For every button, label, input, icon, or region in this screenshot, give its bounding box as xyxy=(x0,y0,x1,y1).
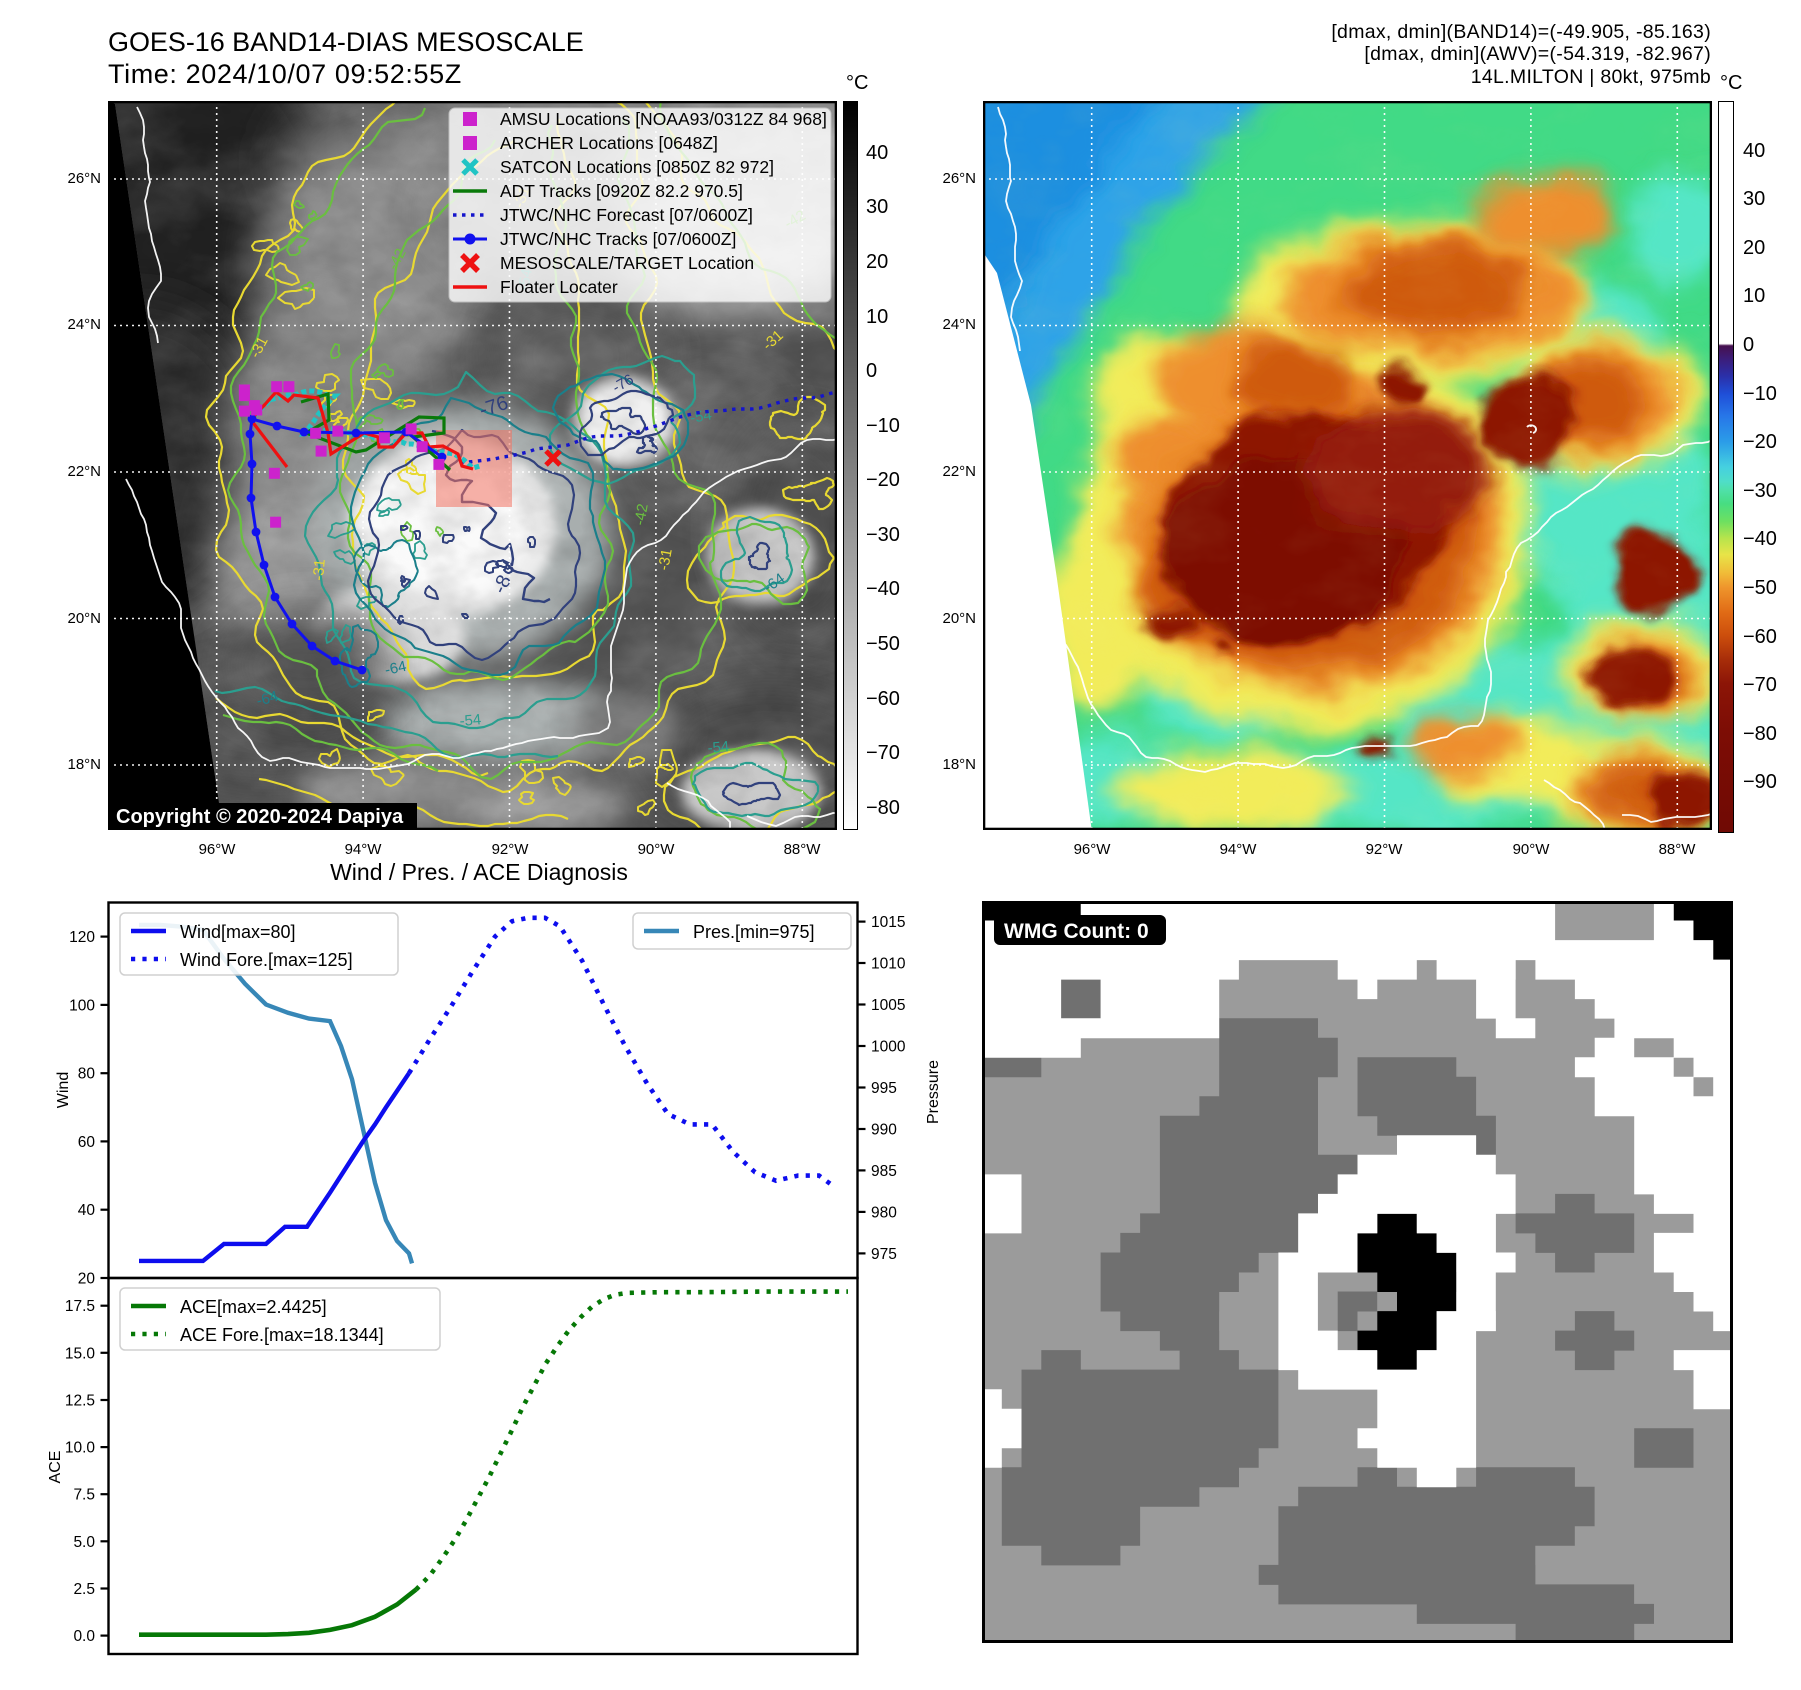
svg-text:ARCHER Locations [0648Z]: ARCHER Locations [0648Z] xyxy=(500,133,718,153)
svg-text:ADT Tracks [0920Z 82.2 970.5]: ADT Tracks [0920Z 82.2 970.5] xyxy=(500,181,743,201)
svg-text:AMSU Locations [NOAA93/0312Z 8: AMSU Locations [NOAA93/0312Z 84 968] xyxy=(500,109,827,129)
svg-text:20: 20 xyxy=(78,1271,96,1288)
svg-text:60: 60 xyxy=(78,1134,96,1151)
svg-text:-64: -64 xyxy=(383,658,408,679)
svg-text:JTWC/NHC Forecast [07/0600Z]: JTWC/NHC Forecast [07/0600Z] xyxy=(500,205,753,225)
svg-text:Pres.[min=975]: Pres.[min=975] xyxy=(693,922,815,942)
svg-text:-54: -54 xyxy=(707,738,730,757)
svg-text:Wind Fore.[max=125]: Wind Fore.[max=125] xyxy=(180,950,353,970)
svg-text:-42: -42 xyxy=(631,502,652,526)
svg-text:Copyright © 2020-2024 Dapiya: Copyright © 2020-2024 Dapiya xyxy=(116,806,404,828)
svg-text:7.5: 7.5 xyxy=(73,1487,95,1504)
svg-text:Wind[max=80]: Wind[max=80] xyxy=(180,922,296,942)
svg-text:1015: 1015 xyxy=(871,914,905,931)
svg-text:MESOSCALE/TARGET Location: MESOSCALE/TARGET Location xyxy=(500,253,754,273)
svg-text:0.0: 0.0 xyxy=(73,1628,95,1645)
svg-text:80: 80 xyxy=(78,1066,96,1083)
svg-text:JTWC/NHC Tracks [07/0600Z]: JTWC/NHC Tracks [07/0600Z] xyxy=(500,229,736,249)
svg-text:1010: 1010 xyxy=(871,956,906,973)
svg-text:5.0: 5.0 xyxy=(73,1534,95,1551)
svg-text:-31: -31 xyxy=(310,558,329,581)
svg-text:SATCON Locations [0850Z 82 972: SATCON Locations [0850Z 82 972] xyxy=(500,157,774,177)
svg-text:995: 995 xyxy=(871,1080,897,1097)
svg-text:-31: -31 xyxy=(655,547,676,571)
svg-text:100: 100 xyxy=(69,997,95,1014)
svg-text:10.0: 10.0 xyxy=(65,1440,96,1457)
svg-text:WMG Count: 0: WMG Count: 0 xyxy=(1004,920,1149,943)
svg-text:120: 120 xyxy=(69,929,95,946)
svg-text:-54: -54 xyxy=(459,711,482,730)
svg-text:-64: -64 xyxy=(255,688,280,710)
svg-text:975: 975 xyxy=(871,1246,897,1263)
svg-text:2.5: 2.5 xyxy=(73,1581,95,1598)
svg-text:980: 980 xyxy=(871,1204,897,1221)
svg-text:ACE: ACE xyxy=(47,1451,64,1484)
svg-text:17.5: 17.5 xyxy=(65,1298,95,1315)
svg-text:Wind: Wind xyxy=(55,1072,72,1108)
svg-text:985: 985 xyxy=(871,1163,897,1180)
svg-text:1000: 1000 xyxy=(871,1039,906,1056)
svg-text:12.5: 12.5 xyxy=(65,1393,95,1410)
svg-text:ACE[max=2.4425]: ACE[max=2.4425] xyxy=(180,1297,327,1317)
svg-text:Floater Locater: Floater Locater xyxy=(500,277,618,297)
svg-text:ACE Fore.[max=18.1344]: ACE Fore.[max=18.1344] xyxy=(180,1325,384,1345)
svg-text:990: 990 xyxy=(871,1122,897,1139)
svg-text:40: 40 xyxy=(78,1202,96,1219)
svg-text:Pressure: Pressure xyxy=(925,1060,942,1124)
svg-text:15.0: 15.0 xyxy=(65,1345,96,1362)
svg-text:1005: 1005 xyxy=(871,997,905,1014)
